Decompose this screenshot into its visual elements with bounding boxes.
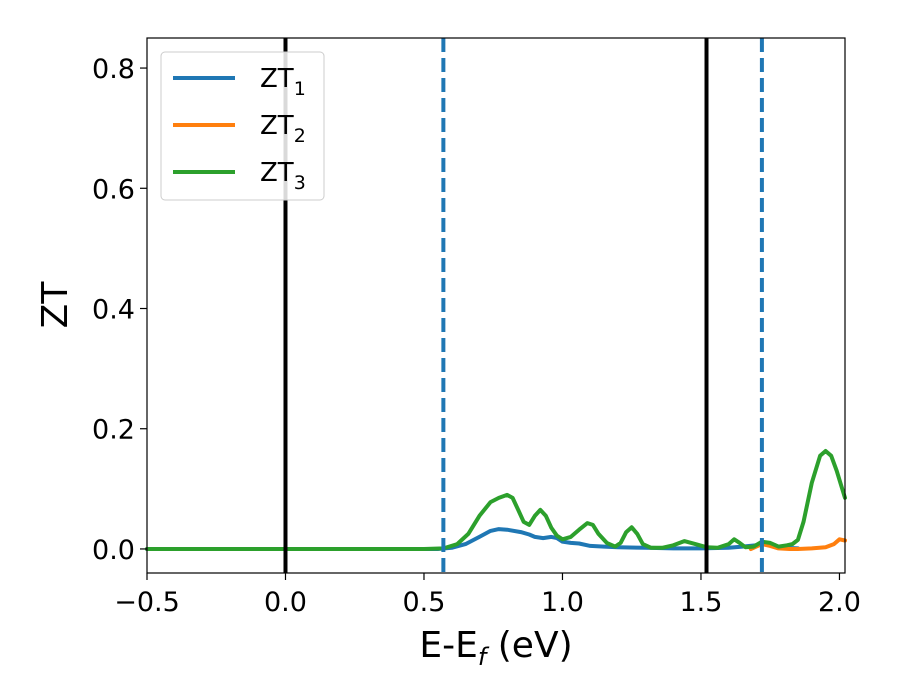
x-tick-label: 0.0	[264, 587, 307, 618]
x-tick-label: 1.0	[541, 587, 584, 618]
y-axis-ticks: 0.0 0.2 0.4 0.6 0.8	[92, 54, 147, 566]
x-axis-label: E-Ef (eV)	[419, 625, 572, 671]
series-layer	[145, 449, 847, 551]
series-line-zt3	[145, 449, 847, 551]
x-tick-label: 2.0	[818, 587, 861, 618]
vertical-lines	[283, 38, 764, 573]
y-tick-label: 0.0	[92, 535, 135, 566]
y-tick-label: 0.6	[92, 174, 135, 205]
legend: ZT1 ZT2 ZT3	[160, 51, 325, 201]
y-tick-label: 0.4	[92, 295, 135, 326]
plot-frame	[146, 37, 846, 574]
legend-label-zt3: ZT3	[260, 158, 306, 194]
series-line-zt2	[748, 537, 847, 551]
x-tick-label: 0.5	[403, 587, 446, 618]
legend-label-zt2: ZT2	[260, 111, 306, 147]
x-tick-label: 1.5	[679, 587, 722, 618]
y-axis-label: ZT	[35, 281, 76, 329]
x-tick-label: −0.5	[114, 587, 180, 618]
y-tick-label: 0.2	[92, 415, 135, 446]
x-axis-ticks: −0.5 0.0 0.5 1.0 1.5 2.0	[114, 573, 861, 618]
y-tick-label: 0.8	[92, 54, 135, 85]
legend-label-zt1: ZT1	[260, 64, 306, 100]
legend-box	[160, 51, 325, 201]
